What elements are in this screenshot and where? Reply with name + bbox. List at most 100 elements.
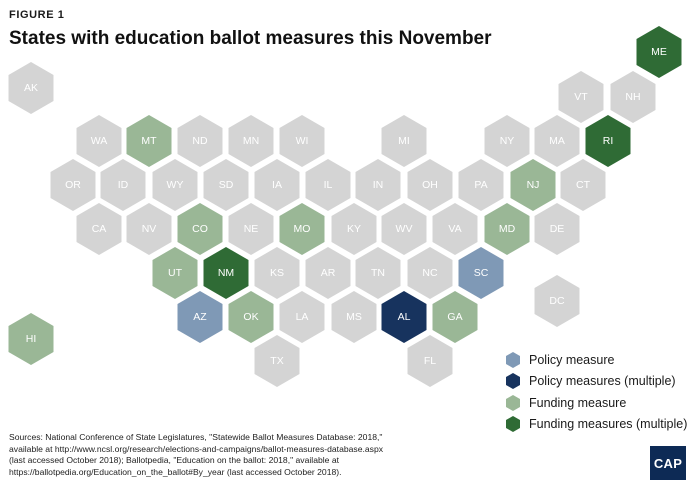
state-hex-shape (534, 115, 580, 167)
state-label: ME (651, 46, 667, 58)
state-label: DE (550, 223, 565, 235)
state-hex-shape (432, 203, 478, 255)
state-label: RI (603, 135, 614, 147)
state-label: AK (24, 82, 38, 94)
state-hex-ny: NY (484, 115, 530, 167)
state-label: MD (499, 223, 516, 235)
state-hex-mo: MO (279, 203, 325, 255)
state-label: MS (346, 311, 362, 323)
state-hex-shape (254, 335, 300, 387)
legend-item-funding-multiple: Funding measures (multiple) (505, 414, 687, 436)
state-hex-shape (50, 159, 96, 211)
state-hex-sd: SD (203, 159, 249, 211)
state-hex-id: ID (100, 159, 146, 211)
state-hex-shape (560, 159, 606, 211)
state-label: IL (324, 179, 333, 191)
state-label: OK (243, 311, 258, 323)
state-label: MN (243, 135, 259, 147)
state-hex-shape (432, 291, 478, 343)
state-hex-ca: CA (76, 203, 122, 255)
legend-item-funding: Funding measure (505, 392, 687, 414)
state-hex-tn: TN (355, 247, 401, 299)
state-hex-shape (228, 203, 274, 255)
state-hex-ut: UT (152, 247, 198, 299)
state-hex-ct: CT (560, 159, 606, 211)
legend-item-policy-multiple: Policy measures (multiple) (505, 371, 687, 393)
state-hex-nv: NV (126, 203, 172, 255)
state-hex-ky: KY (331, 203, 377, 255)
state-label: ND (192, 135, 208, 147)
state-hex-shape (381, 203, 427, 255)
state-label: KY (347, 223, 361, 235)
hex-map: AK HI ME VT NH WA MT ND MN WI MI NY MA RI OR ID WY SD IA IL… (8, 26, 682, 387)
legend-label-policy: Policy measure (529, 352, 615, 367)
state-hex-shape (484, 115, 530, 167)
state-label: WY (167, 179, 184, 191)
state-hex-ar: AR (305, 247, 351, 299)
state-hex-shape (152, 247, 198, 299)
state-hex-ms: MS (331, 291, 377, 343)
state-hex-nd: ND (177, 115, 223, 167)
state-label: NC (422, 267, 438, 279)
source-line: https://ballotpedia.org/Education_on_the… (9, 466, 342, 477)
source-line: available at http://www.ncsl.org/researc… (9, 443, 384, 454)
state-hex-shape (8, 313, 54, 365)
source-line: Sources: National Conference of State Le… (9, 432, 383, 442)
state-hex-shape (458, 247, 504, 299)
state-hex-ne: NE (228, 203, 274, 255)
state-label: NJ (527, 179, 540, 191)
state-label: IN (373, 179, 384, 191)
state-hex-shape (203, 247, 249, 299)
state-label: UT (168, 267, 183, 279)
state-hex-shape (152, 159, 198, 211)
state-hex-shape (381, 291, 427, 343)
legend-swatch-funding-multiple (506, 416, 520, 433)
state-label: NY (500, 135, 515, 147)
state-hex-sc: SC (458, 247, 504, 299)
chart-title: States with education ballot measures th… (9, 28, 492, 49)
state-label: MO (294, 223, 311, 235)
state-label: VT (574, 91, 588, 103)
state-hex-shape (76, 115, 122, 167)
state-hex-ks: KS (254, 247, 300, 299)
state-hex-ok: OK (228, 291, 274, 343)
state-hex-shape (126, 115, 172, 167)
state-label: SD (219, 179, 234, 191)
state-label: NE (244, 223, 259, 235)
state-hex-pa: PA (458, 159, 504, 211)
state-label: CT (576, 179, 591, 191)
state-hex-shape (228, 115, 274, 167)
state-hex-co: CO (177, 203, 223, 255)
state-label: TX (270, 355, 283, 367)
legend-swatch-funding (506, 394, 520, 411)
state-label: SC (474, 267, 489, 279)
state-hex-wy: WY (152, 159, 198, 211)
state-hex-nc: NC (407, 247, 453, 299)
state-label: TN (371, 267, 385, 279)
state-label: FL (424, 355, 436, 367)
state-hex-shape (407, 247, 453, 299)
source-note: Sources: National Conference of State Le… (9, 432, 509, 478)
state-hex-shape (407, 335, 453, 387)
legend-label-funding-multiple: Funding measures (multiple) (529, 417, 688, 432)
state-hex-shape (177, 115, 223, 167)
state-hex-vt: VT (558, 71, 604, 123)
legend-label-policy-multiple: Policy measures (multiple) (529, 374, 676, 389)
state-hex-wv: WV (381, 203, 427, 255)
state-hex-va: VA (432, 203, 478, 255)
state-hex-wi: WI (279, 115, 325, 167)
state-hex-ma: MA (534, 115, 580, 167)
state-hex-shape (126, 203, 172, 255)
state-hex-ri: RI (585, 115, 631, 167)
legend: Policy measure Policy measures (multiple… (505, 349, 687, 435)
state-label: WV (396, 223, 413, 235)
state-hex-shape (381, 115, 427, 167)
state-hex-ia: IA (254, 159, 300, 211)
state-hex-mi: MI (381, 115, 427, 167)
state-hex-nh: NH (610, 71, 656, 123)
state-hex-wa: WA (76, 115, 122, 167)
state-hex-in: IN (355, 159, 401, 211)
state-hex-shape (534, 275, 580, 327)
state-hex-dc: DC (534, 275, 580, 327)
state-hex-mt: MT (126, 115, 172, 167)
